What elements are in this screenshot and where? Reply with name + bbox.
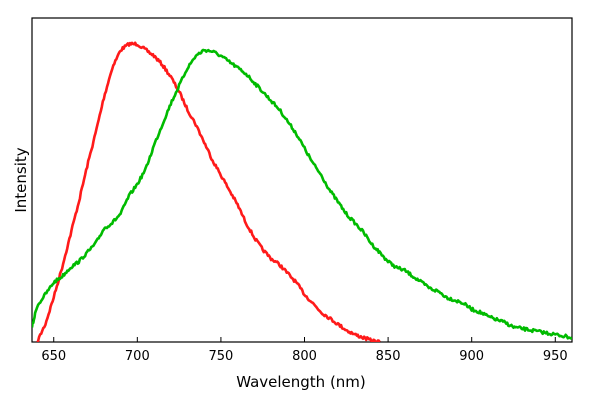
x-tick-label: 700	[125, 349, 150, 364]
series-layer	[32, 41, 572, 342]
x-tick-label: 950	[543, 349, 568, 364]
x-tick-label: 800	[292, 349, 317, 364]
x-axis-label: Wavelength (nm)	[236, 373, 366, 391]
series-line-0	[36, 41, 381, 342]
x-tick-label: 650	[41, 349, 66, 364]
series-line-1	[32, 48, 572, 340]
x-tick-label: 850	[376, 349, 401, 364]
y-axis-label: Intensity	[12, 147, 30, 212]
x-tick-label: 750	[209, 349, 234, 364]
plot-area-frame	[31, 17, 573, 343]
x-axis-ticks: 650 700 750 800 850 900 950	[41, 337, 568, 364]
x-tick-label: 900	[459, 349, 484, 364]
